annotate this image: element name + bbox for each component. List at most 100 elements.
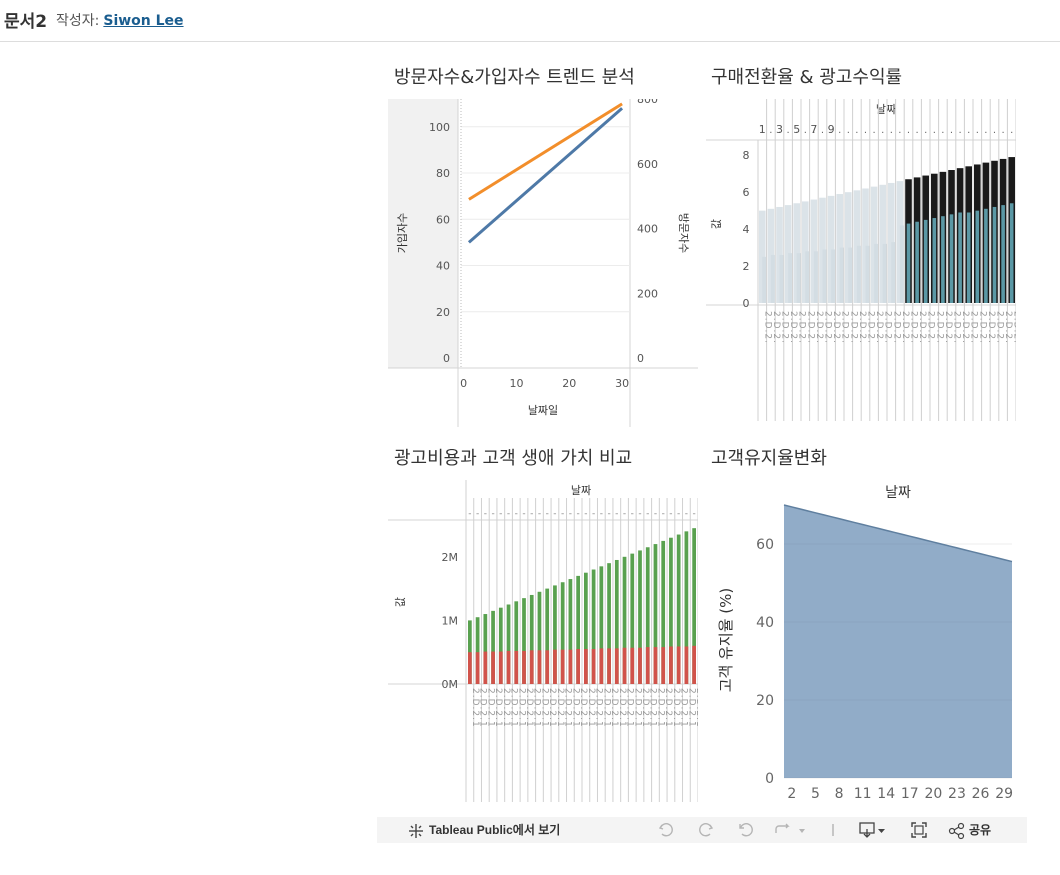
bar-adcost	[638, 647, 642, 684]
y-tick-label: 1M	[442, 614, 459, 627]
bar-ltv	[591, 569, 596, 684]
column-header-day: 7	[810, 123, 817, 136]
column-header-dot: -	[677, 509, 680, 519]
bar-ltv	[553, 585, 557, 684]
y-axis-label-value: 값	[710, 219, 723, 229]
column-header-dot: -	[476, 509, 479, 519]
x-tick-label: 2	[787, 786, 796, 802]
x-axis-label-placeholder: 2.D.2.	[883, 311, 893, 344]
bar-roas	[810, 199, 818, 303]
x-axis-label-placeholder: 2.D.2.	[788, 311, 798, 344]
revert-button[interactable]	[737, 817, 755, 843]
x-axis-label-placeholder: 2.D.2.	[934, 311, 944, 344]
bar-adcost	[475, 652, 480, 684]
fullscreen-button[interactable]	[910, 817, 928, 843]
x-axis-label-placeholder: 2.D.2.1	[601, 688, 611, 728]
bar-adcost	[468, 652, 472, 684]
y2-tick-label: 600	[637, 158, 658, 171]
bar-conversion	[822, 249, 827, 303]
undo-button[interactable]	[657, 817, 675, 843]
y2-tick-label: 200	[637, 287, 658, 300]
column-header-dot: .	[881, 125, 884, 136]
download-button[interactable]	[858, 817, 890, 843]
x-tick-label: 5	[811, 786, 820, 802]
view-in-tableau-public-button[interactable]: Tableau Public에서 보기	[407, 817, 560, 843]
x-axis-label-placeholder: 2.D.2.1	[555, 688, 565, 728]
x-tick-label: 10	[509, 377, 523, 390]
column-header-day: 1	[759, 123, 766, 136]
x-axis-label-placeholder: 2.D.2.	[969, 311, 979, 344]
viz-toolbar: Tableau Public에서 보기 공유	[377, 817, 1027, 843]
bar-adcost	[591, 649, 596, 684]
column-header-dot: .	[812, 125, 815, 136]
bar-ltv	[529, 594, 534, 684]
author-link[interactable]: Siwon Lee	[103, 13, 184, 29]
y-tick-label: 40	[756, 615, 774, 631]
y-tick-label: 100	[429, 121, 450, 134]
y2-tick-label: 400	[637, 223, 658, 236]
bar-roas	[767, 208, 775, 303]
sheet-title-retention: 고객유지율변화	[711, 448, 827, 469]
document-header: 문서2 작성자: Siwon Lee	[0, 0, 1060, 42]
bar-ltv	[614, 559, 619, 684]
retention-line	[783, 504, 1013, 563]
y-tick-label: 6	[743, 186, 750, 199]
bar-adcost	[684, 646, 689, 684]
x-axis-label-placeholder: 2.D.2.	[840, 311, 850, 344]
column-header-dot: -	[669, 509, 672, 519]
column-header-dot: .	[933, 125, 936, 136]
refresh-icon	[775, 823, 805, 833]
series-line	[467, 107, 624, 244]
x-axis-label-placeholder: 2.D.2.	[977, 311, 987, 344]
bar-roas	[870, 186, 878, 303]
share-button[interactable]: 공유	[948, 817, 991, 843]
y-tick-label: 20	[436, 306, 450, 319]
x-axis-label-placeholder: 2.D.2.	[900, 311, 910, 344]
x-axis-label-placeholder: 2.D.2.	[943, 311, 953, 344]
bar-ltv	[537, 591, 542, 684]
refresh-button[interactable]	[773, 817, 805, 843]
x-axis-label-placeholder: 2.D.2.1	[563, 688, 573, 728]
column-header-dot: -	[561, 509, 564, 519]
x-axis-label-placeholder: 2.D.2.	[926, 311, 936, 344]
column-header-day: 5	[793, 123, 800, 136]
bar-ltv	[645, 547, 650, 684]
author-byline: 작성자: Siwon Lee	[56, 10, 184, 30]
x-axis-label-placeholder: 2.D.2.1	[671, 688, 681, 728]
bar-adcost	[692, 645, 696, 684]
bar-adcost	[522, 650, 526, 684]
bar-ltv	[692, 528, 696, 684]
conversion-roas-chart[interactable]: 날짜 ............................. .1 3 5 7 9 0…	[706, 99, 1016, 427]
bar-adcost	[553, 649, 557, 684]
x-tick-label: 20	[562, 377, 576, 390]
retention-chart[interactable]: 날짜 0 20 40 60 2 5 8 11 14 17 20 23 26 29 고객 유지율 (%)	[706, 480, 1026, 805]
column-header-date: 날짜	[885, 485, 911, 501]
bar-conversion	[915, 221, 919, 303]
redo-button[interactable]	[697, 817, 715, 843]
x-axis-label-placeholder: 2.D.2.	[909, 311, 919, 344]
column-header-dot: -	[592, 509, 595, 519]
x-axis-label-placeholder: 2.D.2.1	[539, 688, 549, 728]
bar-adcost	[483, 651, 488, 684]
bar-adcost	[506, 650, 511, 684]
bar-roas	[845, 192, 852, 303]
adcost-ltv-chart[interactable]: 날짜 ------------------------------ 0M1M2M…	[388, 480, 698, 805]
x-axis-label-placeholder: 2.D.2.1	[686, 688, 696, 728]
x-axis-label-placeholder: 2.D.2.	[762, 311, 772, 344]
bar-ltv	[607, 563, 611, 684]
bar-adcost	[661, 647, 666, 684]
y-tick-label: 80	[436, 167, 450, 180]
x-axis-label-placeholder: 2.D.2.1	[470, 688, 480, 728]
x-axis-label-placeholder: 2.D.2.1	[694, 688, 698, 728]
column-header-dot: -	[631, 509, 634, 519]
column-header-dot: .	[916, 125, 919, 136]
x-axis-label-placeholder: 2.D.2.	[874, 311, 884, 344]
x-tick-label: 26	[972, 786, 990, 802]
x-axis-label-placeholder: 2.D.2.	[823, 311, 833, 344]
y2-tick-label: 0	[637, 352, 644, 365]
bar-adcost	[498, 651, 503, 684]
x-axis-label-placeholder: 2.D.2.1	[632, 688, 642, 728]
y-axis-label-retention: 고객 유지율 (%)	[717, 588, 735, 693]
view-in-tableau-public-label: Tableau Public에서 보기	[429, 823, 561, 837]
